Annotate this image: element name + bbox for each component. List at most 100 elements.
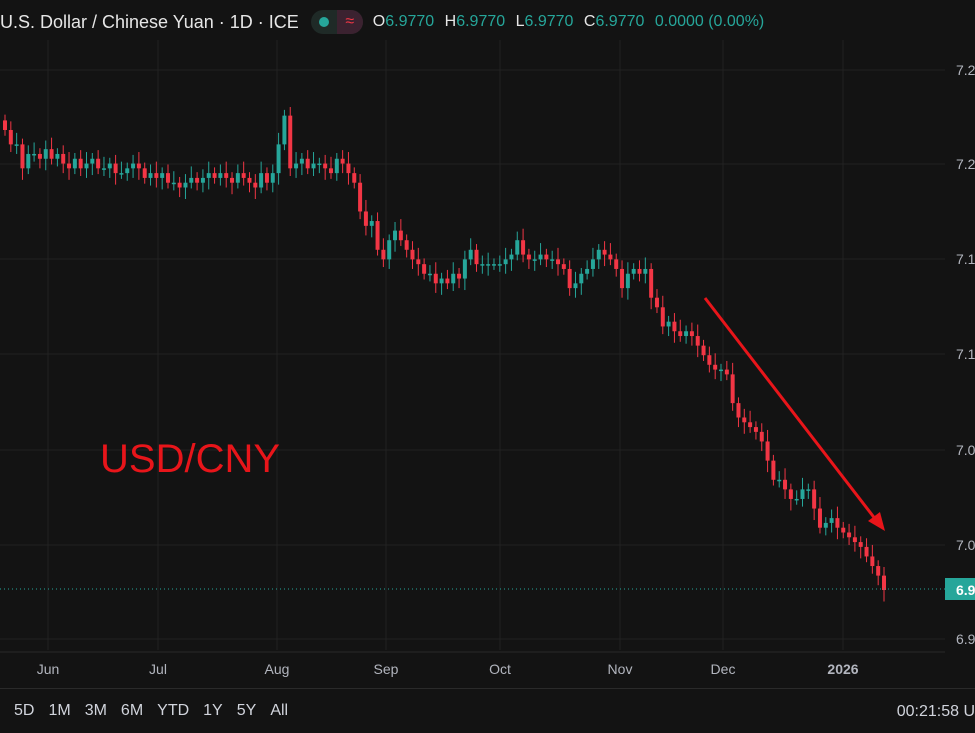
- candle: [294, 152, 299, 178]
- candle: [404, 234, 409, 258]
- candle: [835, 506, 840, 540]
- candle: [189, 166, 194, 189]
- price-axis: 7.2 7.2 7.1 7.1 7.0 7.0 6.9: [956, 62, 975, 647]
- candle: [684, 325, 689, 344]
- candle: [515, 231, 520, 261]
- candle: [695, 324, 700, 358]
- candle: [14, 132, 19, 154]
- candle: [393, 222, 398, 252]
- price-tick-label: 6.9: [956, 631, 975, 647]
- candle: [538, 243, 543, 266]
- candle: [49, 137, 54, 165]
- status-pill[interactable]: ≈: [310, 10, 363, 34]
- range-1m[interactable]: 1M: [48, 702, 71, 719]
- candle: [131, 154, 136, 178]
- chart-grid: [0, 40, 945, 653]
- chart-header: U.S. Dollar / Chinese Yuan · 1D · ICE ≈ …: [0, 8, 770, 36]
- candle: [259, 161, 264, 194]
- candle: [660, 295, 665, 335]
- candle: [72, 153, 77, 175]
- price-tick-label: 7.0: [956, 537, 975, 553]
- candle: [422, 258, 427, 280]
- candle: [212, 167, 217, 184]
- time-tick-label: Aug: [265, 661, 290, 677]
- price-tick-label: 7.1: [956, 346, 975, 362]
- candle: [876, 560, 881, 586]
- candle: [759, 423, 764, 452]
- candle: [480, 255, 485, 274]
- candle: [101, 156, 106, 176]
- candle: [573, 271, 578, 298]
- range-1y[interactable]: 1Y: [203, 702, 223, 719]
- time-tick-label: Jul: [149, 661, 167, 677]
- candle: [165, 164, 170, 189]
- price-tick-label: 7.2: [956, 156, 975, 172]
- candle: [37, 148, 42, 169]
- candle: [841, 521, 846, 539]
- candle: [96, 150, 101, 175]
- candle: [486, 252, 491, 276]
- symbol-title[interactable]: U.S. Dollar / Chinese Yuan · 1D · ICE: [0, 11, 299, 32]
- candle: [556, 247, 561, 276]
- candle: [282, 109, 287, 151]
- range-6m[interactable]: 6M: [120, 702, 144, 719]
- candle: [340, 150, 345, 174]
- candle: [352, 167, 357, 189]
- candle: [852, 525, 857, 552]
- candle: [672, 313, 677, 343]
- candle: [90, 153, 95, 176]
- candle: [864, 538, 869, 563]
- candle: [305, 150, 310, 175]
- candle: [806, 483, 811, 499]
- candle: [398, 219, 403, 246]
- candle: [503, 247, 508, 274]
- candle: [317, 157, 322, 174]
- candle: [532, 250, 537, 271]
- candle: [451, 262, 456, 291]
- candle: [783, 468, 788, 499]
- range-3m[interactable]: 3M: [84, 702, 107, 719]
- candle: [497, 255, 502, 272]
- candle: [381, 238, 386, 268]
- time-axis: Jun Jul Aug Sep Oct Nov Dec 2026: [37, 661, 859, 677]
- candle: [509, 248, 514, 271]
- candle: [724, 360, 729, 381]
- range-toolbar: 5D 1M 3M 6M YTD 1Y 5Y All 00:21:58 U: [0, 688, 975, 733]
- candle: [713, 353, 718, 380]
- candle: [823, 517, 828, 536]
- candle: [474, 244, 479, 272]
- candle: [590, 247, 595, 277]
- time-tick-label: Nov: [608, 661, 633, 677]
- price-tick-label: 7.1: [956, 251, 975, 267]
- candle: [579, 268, 584, 295]
- time-tick-label: Jun: [37, 661, 60, 677]
- range-all[interactable]: All: [270, 702, 289, 719]
- candle: [585, 260, 590, 280]
- price-tick-label: 7.0: [956, 442, 975, 458]
- candle: [107, 157, 112, 178]
- candle: [183, 174, 188, 199]
- time-tick-label: 2026: [827, 661, 858, 677]
- candle: [218, 164, 223, 186]
- range-5y[interactable]: 5Y: [236, 702, 257, 719]
- time-tick-label: Oct: [489, 661, 511, 677]
- candle: [119, 161, 124, 179]
- candle: [323, 154, 328, 180]
- ohlc-readout: O6.9770 H6.9770 L6.9770 C6.9770 0.0000 (…: [372, 13, 765, 30]
- candle: [142, 162, 147, 184]
- candle: [241, 161, 246, 186]
- candle: [462, 250, 467, 291]
- candle: [195, 172, 200, 191]
- candle: [719, 363, 724, 382]
- candle: [847, 523, 852, 545]
- candle: [416, 247, 421, 276]
- range-5d[interactable]: 5D: [14, 702, 35, 719]
- range-ytd[interactable]: YTD: [157, 702, 190, 719]
- candle: [567, 260, 572, 296]
- candle: [148, 164, 153, 186]
- candle: [800, 477, 805, 507]
- candle: [61, 145, 66, 174]
- candle: [468, 238, 473, 266]
- candle: [253, 174, 258, 199]
